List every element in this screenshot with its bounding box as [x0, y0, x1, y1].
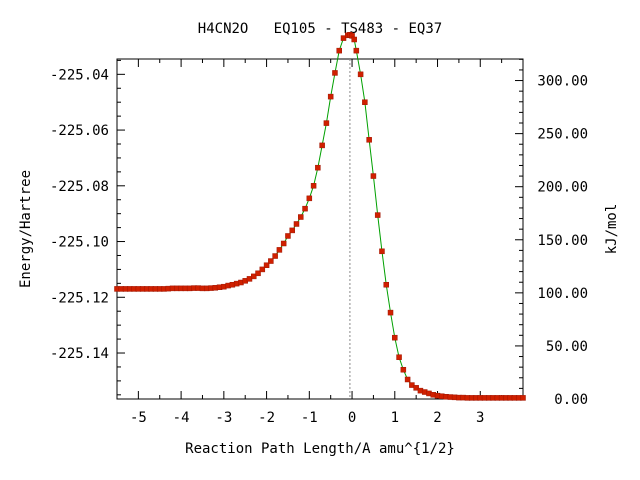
x-tick-label: 0	[348, 410, 356, 426]
data-point	[315, 164, 321, 171]
data-point	[520, 395, 526, 401]
data-point	[280, 240, 287, 247]
y2-tick-label: 100.00	[537, 286, 588, 302]
y-tick-label: -225.14	[50, 346, 109, 362]
x-tick-label: -4	[173, 410, 190, 426]
data-point	[332, 70, 338, 76]
y2-axis-label: kJ/mol	[604, 204, 620, 255]
data-point	[263, 262, 270, 268]
y2-tick-label: 200.00	[537, 180, 588, 196]
data-point	[285, 233, 291, 239]
x-tick-label: -5	[130, 410, 147, 426]
data-point	[370, 173, 377, 179]
data-point	[306, 195, 313, 202]
data-point	[353, 47, 360, 54]
data-point	[351, 36, 357, 43]
data-point	[362, 99, 368, 105]
data-point	[251, 273, 257, 280]
y-tick-label: -225.12	[50, 290, 109, 306]
data-point	[327, 93, 334, 100]
data-point	[392, 334, 398, 341]
data-point	[276, 247, 283, 253]
x-tick-label: 1	[391, 410, 399, 426]
data-point	[413, 385, 419, 391]
data-point	[383, 281, 389, 288]
data-point	[272, 253, 278, 259]
data-point	[255, 270, 261, 277]
chart-title: H4CN2O EQ105 - TS483 - EQ37	[198, 21, 442, 37]
data-point	[268, 258, 274, 264]
y2-tick-label: 300.00	[537, 74, 588, 90]
y-tick-label: -225.10	[50, 235, 109, 251]
data-point	[259, 266, 266, 273]
y2-tick-label: 50.00	[546, 339, 588, 355]
data-point	[357, 71, 364, 78]
data-point	[298, 214, 304, 220]
data-point	[366, 137, 372, 143]
x-tick-label: 3	[476, 410, 484, 426]
data-point	[310, 183, 317, 189]
plot-area: -5 -4 -3 -2 -1 0 1 2 3 -225.04 -225.06 -225.08 -225.…	[50, 32, 588, 426]
x-tick-label: -1	[301, 410, 318, 426]
plot-frame	[116, 58, 524, 400]
y2-tick-label: 250.00	[537, 127, 588, 143]
x-tick-label: -2	[258, 410, 275, 426]
data-point	[400, 366, 407, 373]
data-point	[336, 47, 342, 54]
data-point	[387, 309, 394, 316]
data-point	[323, 120, 330, 126]
x-tick-label: 2	[433, 410, 441, 426]
y-tick-label: -225.06	[50, 123, 109, 139]
data-point	[340, 35, 347, 41]
data-point	[302, 205, 308, 212]
data-point	[374, 212, 381, 218]
y2-tick-label: 0.00	[554, 392, 588, 408]
data-point	[409, 382, 415, 388]
y-axis-label: Energy/Hartree	[18, 170, 34, 288]
x-axis-label: Reaction Path Length/A amu^{1/2}	[185, 441, 455, 457]
data-point	[293, 221, 300, 227]
data-point	[396, 354, 402, 360]
data-point	[404, 376, 411, 383]
data-point	[289, 227, 295, 234]
y-tick-label: -225.04	[50, 67, 109, 83]
data-point	[379, 248, 385, 255]
y-tick-label: -225.08	[50, 179, 109, 195]
energy-curve-line	[117, 34, 523, 399]
data-point	[319, 142, 325, 149]
y2-tick-label: 150.00	[537, 233, 588, 249]
x-tick-label: -3	[215, 410, 232, 426]
